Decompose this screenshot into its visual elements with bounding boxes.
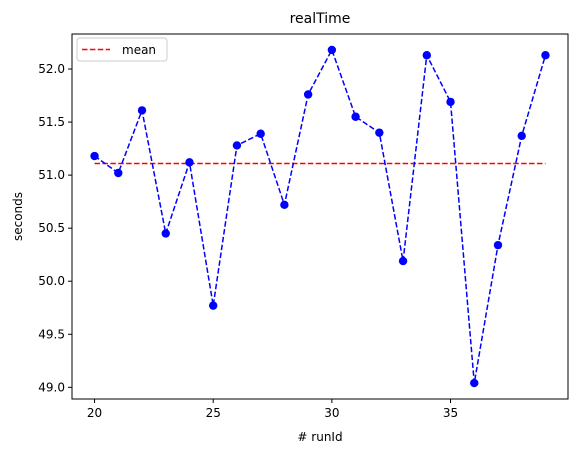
data-point xyxy=(351,112,360,121)
plot-area xyxy=(90,45,550,388)
axis-ticks: 20 25 30 35 49.0 49.5 50.0 50.5 51.0 51.5 52.0 xyxy=(38,62,458,420)
legend-box xyxy=(76,37,168,62)
data-point xyxy=(280,200,289,210)
axes-frame xyxy=(71,33,569,400)
y-tick-label: 51.5 xyxy=(38,115,65,129)
data-point xyxy=(161,229,170,238)
realtime-series-line xyxy=(94,48,547,384)
data-point xyxy=(398,256,408,266)
y-tick-label: 49.0 xyxy=(38,380,65,394)
data-point xyxy=(541,51,550,60)
y-tick-label: 50.0 xyxy=(38,274,65,288)
x-tick-label: 30 xyxy=(324,406,339,420)
x-tick-label: 35 xyxy=(443,406,458,420)
data-point xyxy=(90,151,99,161)
x-axis-title: # runId xyxy=(297,430,342,444)
data-point xyxy=(446,97,455,107)
data-point xyxy=(422,51,431,60)
chart-title: realTime xyxy=(290,11,351,27)
legend: mean xyxy=(76,37,168,62)
data-point xyxy=(327,45,337,55)
x-tick-label: 20 xyxy=(87,406,102,420)
data-point xyxy=(137,106,147,115)
y-axis-title: seconds xyxy=(11,192,25,241)
data-point xyxy=(375,128,384,137)
data-point xyxy=(303,90,313,99)
legend-mean-label: mean xyxy=(122,43,156,57)
y-tick-label: 51.0 xyxy=(38,168,65,182)
data-point xyxy=(493,240,503,250)
data-point xyxy=(232,141,242,150)
data-point xyxy=(256,129,265,138)
x-tick-label: 25 xyxy=(206,406,221,420)
data-point xyxy=(185,158,194,167)
y-tick-label: 50.5 xyxy=(38,221,65,235)
data-point xyxy=(517,131,526,141)
y-tick-label: 52.0 xyxy=(38,62,65,76)
data-point xyxy=(470,378,479,388)
data-point xyxy=(209,301,218,310)
y-tick-label: 49.5 xyxy=(38,327,65,341)
data-point xyxy=(114,168,123,178)
